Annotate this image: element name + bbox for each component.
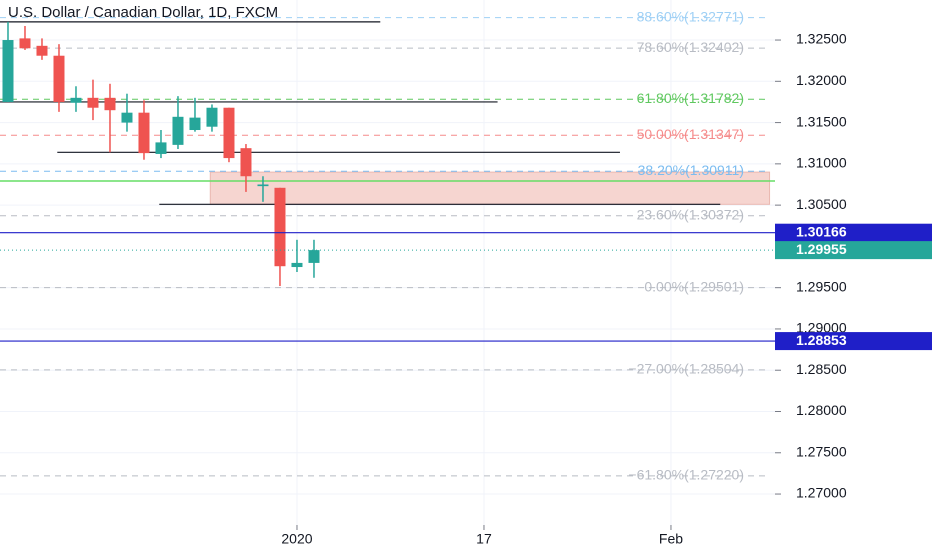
candle-body xyxy=(138,112,150,154)
fib-label: −61.80%(1.27220) xyxy=(628,467,744,483)
y-tick-label: 1.31500 xyxy=(796,113,847,129)
fib-label: −27.00%(1.28504) xyxy=(628,361,744,377)
candle-body xyxy=(189,117,201,131)
candle-body xyxy=(19,38,31,49)
candle-body xyxy=(206,107,218,127)
fib-label: 38.20%(1.30911) xyxy=(638,162,744,178)
y-tick-label: 1.27000 xyxy=(796,485,847,501)
fib-label: 88.60%(1.32771) xyxy=(637,8,744,24)
candle-body xyxy=(70,97,82,103)
y-tick-label: 1.28500 xyxy=(796,361,847,377)
candle-body xyxy=(257,184,269,187)
candle-body xyxy=(155,142,167,154)
candle-body xyxy=(87,97,99,108)
y-tick-label: 1.31000 xyxy=(796,155,847,171)
candle-body xyxy=(223,107,235,159)
price-line-tag xyxy=(775,332,932,351)
candle-body xyxy=(274,187,286,267)
candle-body xyxy=(172,116,184,145)
fib-label: 0.00%(1.29501) xyxy=(644,278,744,294)
x-tick-label: 17 xyxy=(476,531,492,547)
price-line-tag xyxy=(775,223,932,242)
candle-body xyxy=(121,112,133,123)
x-tick-label: 2020 xyxy=(281,531,312,547)
fib-label: 78.60%(1.32402) xyxy=(637,39,744,55)
y-tick-label: 1.30500 xyxy=(796,196,847,212)
candle-body xyxy=(291,262,303,268)
candle-body xyxy=(53,55,65,102)
y-tick-label: 1.29500 xyxy=(796,278,847,294)
candle-body xyxy=(2,40,14,102)
price-line-label: 1.30166 xyxy=(796,223,847,239)
zone xyxy=(209,171,771,205)
x-tick-label: Feb xyxy=(659,531,683,547)
fib-label: 23.60%(1.30372) xyxy=(637,206,744,222)
y-tick-label: 1.32000 xyxy=(796,72,847,88)
price-line-label: 1.28853 xyxy=(796,332,847,348)
chart-title: U.S. Dollar / Canadian Dollar, 1D, FXCM xyxy=(8,4,278,21)
current-price-label: 1.29955 xyxy=(796,241,847,257)
y-tick-label: 1.27500 xyxy=(796,443,847,459)
y-tick-label: 1.32500 xyxy=(796,31,847,47)
fib-label: 50.00%(1.31347) xyxy=(637,126,744,142)
fib-label: 61.80%(1.31782) xyxy=(637,90,744,106)
candle-body xyxy=(104,97,116,111)
y-tick-label: 1.29000 xyxy=(796,320,847,336)
current-price-tag xyxy=(775,241,932,260)
candle-body xyxy=(240,148,252,177)
y-tick-label: 1.28000 xyxy=(796,402,847,418)
candle-body xyxy=(36,45,48,56)
candle-body xyxy=(308,250,320,263)
